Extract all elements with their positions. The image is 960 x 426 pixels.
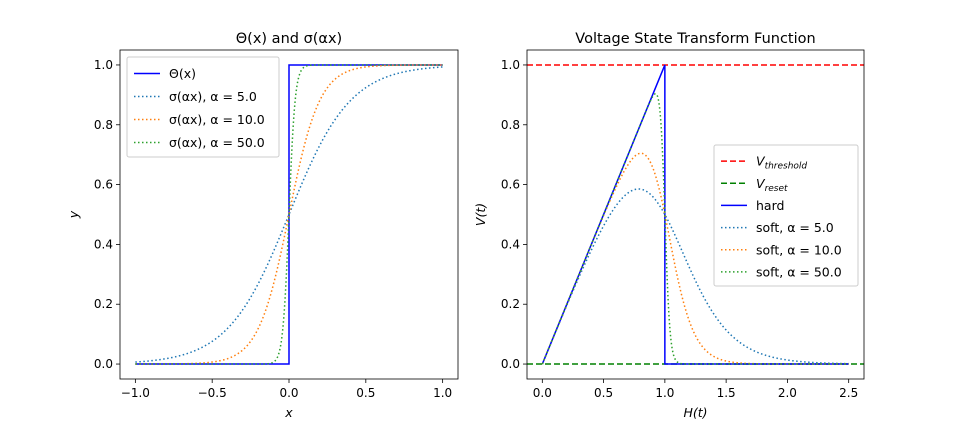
x-tick-label: 0.0	[279, 386, 298, 400]
legend-label-0: Vthreshold	[756, 154, 807, 172]
x-tick-label: −1.0	[121, 386, 150, 400]
legend-label-1: Vreset	[756, 176, 788, 194]
x-axis-label: H(t)	[683, 405, 707, 420]
y-tick-label: 0.6	[94, 178, 113, 192]
legend: Vthreshold Vreset hard soft, α = 5.0 soft, α…	[713, 144, 859, 287]
y-tick-label: 0.2	[94, 297, 113, 311]
chart-title: Θ(x) and σ(αx)	[236, 31, 342, 47]
plot-lines	[135, 64, 443, 365]
series-line-3	[541, 188, 849, 365]
axes-frame	[526, 49, 865, 380]
y-tick-label: 0.0	[94, 357, 113, 371]
legend-label-4: soft, α = 10.0	[756, 242, 842, 257]
y-axis-label: y	[66, 210, 81, 219]
y-tick-label: 0.4	[94, 237, 113, 251]
y-tick-label: 0.0	[501, 357, 520, 371]
chart-voltage-transform: 0.0 0.5 1.0 1.5 2.0 2.5 0.0 0.2 0.4 0.6 0.8 1.0 Volt…	[473, 31, 865, 420]
x-tick-label: 1.0	[655, 386, 674, 400]
x-axis-label: x	[284, 405, 293, 420]
legend-label-3: soft, α = 5.0	[756, 220, 834, 235]
plot-lines	[527, 64, 864, 365]
series-line-5	[541, 92, 849, 365]
legend-label-5: soft, α = 50.0	[756, 264, 842, 279]
chart-heaviside-sigmoid: −1.0 −0.5 0.0 0.5 1.0 0.0 0.2 0.4 0.6 0.8 1.0 Θ(x) …	[66, 31, 459, 420]
x-tick-label: 0.5	[356, 386, 375, 400]
y-axis-label: V(t)	[473, 203, 488, 226]
series-line-1	[135, 66, 443, 363]
y-tick-label: 0.4	[501, 237, 520, 251]
y-tick-label: 1.0	[94, 58, 113, 72]
legend: Θ(x) σ(αx), α = 5.0 σ(αx), α = 10.0 σ(αx), …	[126, 56, 280, 158]
chart-title: Voltage State Transform Function	[575, 31, 815, 47]
y-tick-label: 0.2	[501, 297, 520, 311]
legend-label-3: σ(αx), α = 50.0	[169, 135, 265, 150]
x-tick-label: 2.0	[778, 386, 797, 400]
x-tick-label: 1.5	[717, 386, 736, 400]
x-tick-label: 2.5	[839, 386, 858, 400]
y-tick-label: 0.8	[501, 118, 520, 132]
x-tick-label: 1.0	[433, 386, 452, 400]
legend-box	[126, 56, 280, 158]
y-tick-label: 0.6	[501, 178, 520, 192]
x-tick-label: −0.5	[198, 386, 227, 400]
y-tick-label: 0.8	[94, 118, 113, 132]
legend-label-0: Θ(x)	[169, 66, 196, 81]
series-line-3	[135, 64, 443, 365]
x-tick-label: 0.0	[533, 386, 552, 400]
x-tick-label: 0.5	[594, 386, 613, 400]
legend-label-2: hard	[756, 198, 784, 213]
legend-label-2: σ(αx), α = 10.0	[169, 112, 265, 127]
y-tick-label: 1.0	[501, 58, 520, 72]
legend-box	[713, 144, 859, 287]
legend-label-1: σ(αx), α = 5.0	[169, 89, 257, 104]
